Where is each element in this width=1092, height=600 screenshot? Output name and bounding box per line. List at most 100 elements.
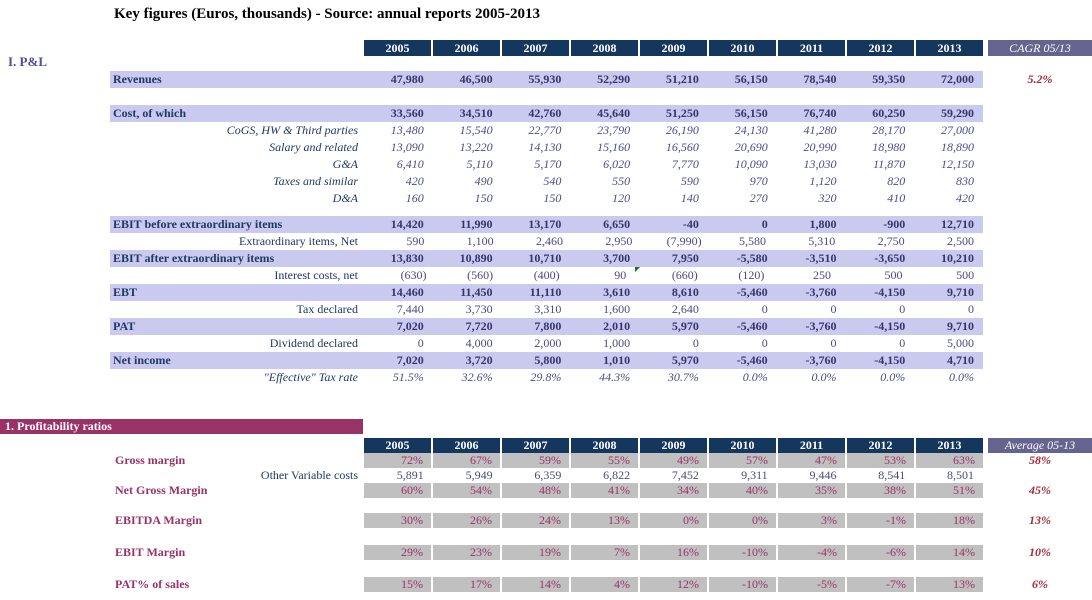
value-cell[interactable]: 0: [899, 336, 906, 350]
value-cell[interactable]: 150: [474, 191, 493, 205]
value-cell[interactable]: 1,010: [603, 353, 631, 367]
value-cell[interactable]: 13%: [914, 577, 983, 592]
summary-cell[interactable]: [988, 352, 1092, 369]
value-cell[interactable]: 0%: [707, 513, 776, 528]
year-header-cell[interactable]: 2010: [707, 438, 776, 453]
value-cell[interactable]: 2,460: [535, 234, 563, 248]
value-cell[interactable]: 0.0%: [811, 370, 837, 384]
value-cell[interactable]: 3,730: [465, 302, 493, 316]
value-cell[interactable]: 12,150: [941, 157, 975, 171]
value-cell[interactable]: 14%: [914, 545, 983, 560]
value-cell[interactable]: 14%: [500, 577, 569, 592]
value-cell[interactable]: 0: [899, 302, 906, 316]
summary-cell[interactable]: 13%: [1029, 513, 1051, 527]
value-cell[interactable]: 52,290: [597, 72, 631, 86]
value-cell[interactable]: 18,890: [941, 140, 975, 154]
value-cell[interactable]: 34,510: [459, 106, 493, 120]
value-cell[interactable]: 2,750: [877, 234, 905, 248]
value-cell[interactable]: 2,000: [534, 336, 562, 350]
year-header-cell[interactable]: 2007: [500, 438, 569, 453]
row-label[interactable]: Salary and related: [269, 140, 358, 154]
value-cell[interactable]: -10%: [707, 545, 776, 560]
value-cell[interactable]: 13%: [569, 513, 638, 528]
value-cell[interactable]: 13,830: [390, 251, 424, 265]
value-cell[interactable]: -5,460: [736, 353, 768, 367]
summary-cell[interactable]: [988, 190, 1092, 207]
summary-cell[interactable]: [988, 267, 1092, 284]
value-cell[interactable]: 26,190: [665, 123, 699, 137]
value-cell[interactable]: 72,000: [941, 72, 975, 86]
summary-cell[interactable]: [988, 369, 1092, 386]
value-cell[interactable]: 540: [543, 174, 562, 188]
year-header-cell[interactable]: 2005: [364, 40, 431, 56]
value-cell[interactable]: 4%: [569, 577, 638, 592]
value-cell[interactable]: 6,410: [396, 157, 424, 171]
value-cell[interactable]: 20,690: [734, 140, 768, 154]
value-cell[interactable]: 76,740: [803, 106, 837, 120]
value-cell[interactable]: 51%: [914, 483, 983, 498]
value-cell[interactable]: 33,560: [390, 106, 424, 120]
value-cell[interactable]: 0: [761, 217, 768, 231]
value-cell[interactable]: 970: [749, 174, 768, 188]
row-label[interactable]: G&A: [332, 157, 358, 171]
value-cell[interactable]: 29%: [364, 545, 431, 560]
value-cell[interactable]: 5,949: [465, 468, 493, 482]
value-cell[interactable]: -5,460: [736, 285, 768, 299]
value-cell[interactable]: 590: [406, 234, 425, 248]
value-cell[interactable]: 270: [749, 191, 768, 205]
value-cell[interactable]: 3,700: [603, 251, 631, 265]
summary-cell[interactable]: [988, 301, 1092, 318]
year-header-cell[interactable]: 2011: [776, 40, 845, 56]
value-cell[interactable]: 2,950: [605, 234, 633, 248]
value-cell[interactable]: 1,120: [809, 174, 837, 188]
summary-cell[interactable]: [988, 105, 1092, 122]
value-cell[interactable]: 6,359: [534, 468, 562, 482]
value-cell[interactable]: 10,210: [941, 251, 975, 265]
value-cell[interactable]: 2,010: [603, 319, 631, 333]
value-cell[interactable]: 55%: [569, 453, 638, 468]
value-cell[interactable]: 23,790: [597, 123, 631, 137]
value-cell[interactable]: 29.8%: [530, 370, 562, 384]
value-cell[interactable]: 49%: [638, 453, 707, 468]
value-cell[interactable]: 4,000: [465, 336, 493, 350]
value-cell[interactable]: 11,110: [529, 285, 562, 299]
value-cell[interactable]: -5%: [776, 577, 845, 592]
row-label[interactable]: Tax declared: [296, 302, 358, 316]
year-header-cell[interactable]: 2006: [431, 438, 500, 453]
value-cell[interactable]: 9,311: [741, 468, 768, 482]
value-cell[interactable]: -10%: [707, 577, 776, 592]
year-header-cell[interactable]: 2012: [845, 40, 914, 56]
value-cell[interactable]: 8,501: [947, 468, 975, 482]
value-cell[interactable]: 35%: [776, 483, 845, 498]
value-cell[interactable]: 160: [405, 191, 424, 205]
value-cell[interactable]: 820: [887, 174, 906, 188]
value-cell[interactable]: 590: [680, 174, 699, 188]
value-cell[interactable]: 7,020: [396, 319, 424, 333]
value-cell[interactable]: 5,000: [947, 336, 975, 350]
value-cell[interactable]: 420: [405, 174, 424, 188]
row-label[interactable]: D&A: [332, 191, 358, 205]
value-cell[interactable]: 7,800: [534, 319, 562, 333]
value-cell[interactable]: 1,000: [603, 336, 631, 350]
year-header-cell[interactable]: 2012: [845, 438, 914, 453]
value-cell[interactable]: 20,990: [803, 140, 837, 154]
value-cell[interactable]: 44.3%: [599, 370, 631, 384]
row-label[interactable]: Net income: [113, 353, 171, 367]
year-header-cell[interactable]: 2013: [914, 438, 983, 453]
value-cell[interactable]: 59%: [500, 453, 569, 468]
value-cell[interactable]: 6,650: [603, 217, 631, 231]
value-cell[interactable]: 10,710: [528, 251, 562, 265]
value-cell[interactable]: 3,610: [603, 285, 631, 299]
value-cell[interactable]: 46,500: [459, 72, 493, 86]
value-cell[interactable]: 320: [818, 191, 837, 205]
row-label[interactable]: "Effective" Tax rate: [263, 370, 358, 384]
value-cell[interactable]: 0%: [638, 513, 707, 528]
year-header-cell[interactable]: 2010: [707, 40, 776, 56]
value-cell[interactable]: 5,970: [671, 319, 699, 333]
value-cell[interactable]: 40%: [707, 483, 776, 498]
row-label[interactable]: EBIT Margin: [115, 545, 186, 559]
value-cell[interactable]: 500: [884, 268, 903, 282]
value-cell[interactable]: 18,980: [872, 140, 906, 154]
value-cell[interactable]: 4,710: [947, 353, 975, 367]
value-cell[interactable]: -3,760: [805, 353, 837, 367]
